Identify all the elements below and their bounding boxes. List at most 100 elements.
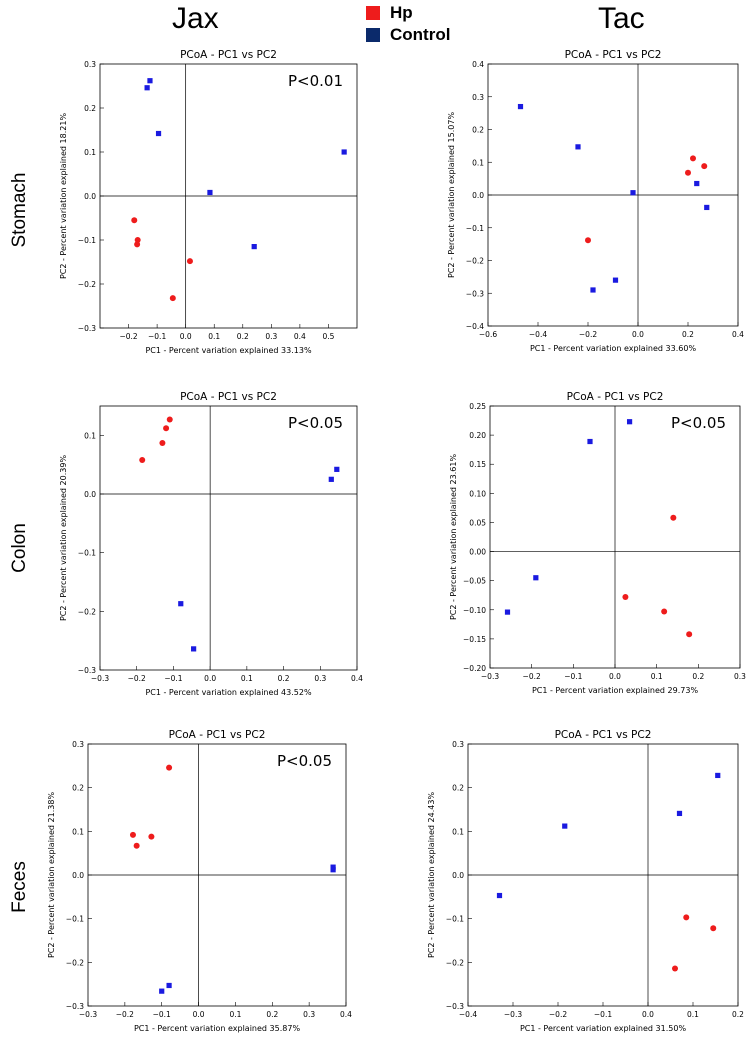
y-tick-label: −0.1 [78, 549, 96, 558]
pcoa-plot-jax-feces: PCoA - PC1 vs PC2 −0.3 −0.2 −0.1 0.0 0.1 0.2 0.… [47, 729, 352, 1033]
y-tick-label: 0.2 [472, 126, 484, 135]
x-tick-label: 0.4 [294, 332, 306, 341]
y-tick-label: −0.1 [466, 224, 484, 233]
pcoa-plot-jax-stomach: PCoA - PC1 vs PC2 −0.2 −0.1 0.0 0.1 0.2 0.3 0.4… [59, 49, 358, 355]
x-tick-label: 0.0 [632, 330, 644, 339]
x-tick-label: 0.2 [266, 1010, 278, 1019]
x-tick-label: 0.4 [732, 330, 744, 339]
pcoa-plot-tac-colon: PCoA - PC1 vs PC2 −0.3 −0.2 −0.1 0.0 0.1 0.2 0.… [449, 391, 746, 695]
y-tick-label: 0.3 [72, 740, 84, 749]
x-tick-label: 0.3 [734, 672, 746, 681]
x-tick-label: −0.4 [459, 1010, 477, 1019]
x-tick-label: 0.0 [204, 674, 216, 683]
y-tick-label: −0.3 [446, 1002, 464, 1011]
x-tick-label: −0.2 [128, 674, 146, 683]
y-tick-label: −0.2 [66, 958, 84, 967]
row-header-stomach: Stomach [9, 172, 30, 248]
x-tick-label: −0.2 [579, 330, 597, 339]
y-tick-label: −0.2 [446, 958, 464, 967]
hp-point [690, 155, 696, 162]
x-tick-label: −0.1 [594, 1010, 612, 1019]
x-tick-label: −0.1 [148, 332, 166, 341]
x-tick-label: −0.4 [529, 330, 547, 339]
control-point [496, 892, 503, 899]
y-tick-label: 0.0 [452, 871, 464, 880]
control-point [517, 103, 524, 110]
legend-label-hp: Hp [390, 3, 413, 22]
x-tick-label: 0.2 [237, 332, 249, 341]
hp-point [622, 593, 629, 600]
x-tick-label: 0.3 [303, 1010, 315, 1019]
y-tick-label: 0.2 [452, 784, 464, 793]
hp-point [710, 925, 717, 932]
legend-item-hp: Hp [366, 2, 450, 24]
control-point [251, 244, 257, 250]
hp-point [686, 631, 693, 638]
control-point [159, 988, 165, 994]
y-axis-label: PC2 - Percent variation explained 24.43% [427, 792, 436, 958]
y-tick-label: −0.15 [463, 635, 486, 644]
control-point [533, 575, 539, 581]
x-tick-label: −0.2 [549, 1010, 567, 1019]
chart-title: PCoA - PC1 vs PC2 [180, 391, 277, 403]
x-tick-label: 0.0 [193, 1010, 205, 1019]
hp-point [129, 831, 136, 838]
y-tick-label: 0.0 [472, 191, 484, 200]
x-tick-label: 0.2 [682, 330, 694, 339]
x-tick-label: 0.1 [229, 1010, 241, 1019]
x-axis-label: PC1 - Percent variation explained 33.60% [530, 344, 696, 353]
y-tick-label: 0.4 [472, 60, 484, 69]
control-point [676, 810, 683, 817]
hp-point [131, 217, 138, 224]
x-tick-label: 0.2 [732, 1010, 744, 1019]
y-tick-label: −0.3 [466, 289, 484, 298]
control-point [704, 204, 710, 211]
plot-frame [99, 405, 358, 671]
row-header-colon: Colon [9, 523, 30, 573]
control-point [330, 867, 336, 873]
chart-title: PCoA - PC1 vs PC2 [169, 729, 266, 741]
y-tick-label: 0.1 [452, 827, 464, 836]
legend-swatch-control [366, 28, 380, 42]
y-tick-label: −0.3 [78, 666, 96, 675]
hp-point [166, 416, 173, 423]
x-tick-label: 0.1 [241, 674, 253, 683]
x-tick-label: −0.1 [153, 1010, 171, 1019]
row-header-feces: Feces [9, 861, 30, 913]
y-tick-label: −0.2 [78, 280, 96, 289]
column-header-tac: Tac [598, 2, 645, 35]
control-point [341, 149, 347, 155]
x-tick-label: −0.1 [164, 674, 182, 683]
hp-point [148, 833, 155, 840]
control-point [575, 144, 581, 150]
control-point [590, 287, 596, 293]
y-tick-label: −0.05 [463, 577, 486, 586]
x-tick-label: 0.1 [208, 332, 220, 341]
y-tick-label: 0.2 [84, 104, 96, 113]
control-point [587, 438, 593, 445]
x-axis-label: PC1 - Percent variation explained 31.50% [520, 1024, 686, 1033]
pcoa-plot-tac-feces: PCoA - PC1 vs PC2−0.4 −0.3 −0.2 −0.1 0.0 0.1 0… [427, 729, 744, 1033]
y-tick-label: −0.1 [66, 915, 84, 924]
y-tick-label: −0.2 [466, 257, 484, 266]
x-tick-label: 0.4 [351, 674, 363, 683]
y-axis-label: PC2 - Percent variation explained 21.38% [47, 792, 56, 958]
chart-title: PCoA - PC1 vs PC2 [565, 49, 662, 61]
control-point [328, 476, 334, 482]
x-axis-label: PC1 - Percent variation explained 43.52% [145, 688, 311, 697]
x-tick-label: 0.4 [340, 1010, 352, 1019]
y-tick-label: 0.25 [469, 402, 486, 411]
y-tick-label: −0.3 [66, 1002, 84, 1011]
hp-point [134, 237, 141, 243]
hp-point [139, 456, 146, 463]
x-tick-label: 0.2 [692, 672, 704, 681]
hp-point [685, 169, 691, 176]
control-point [715, 772, 721, 779]
x-tick-label: −0.2 [523, 672, 541, 681]
p-value-annotation: P<0.05 [288, 414, 343, 432]
y-tick-label: 0.05 [469, 518, 486, 527]
hp-point [186, 258, 193, 265]
control-point [504, 609, 511, 615]
legend-swatch-hp [366, 6, 380, 20]
control-point [334, 466, 340, 472]
